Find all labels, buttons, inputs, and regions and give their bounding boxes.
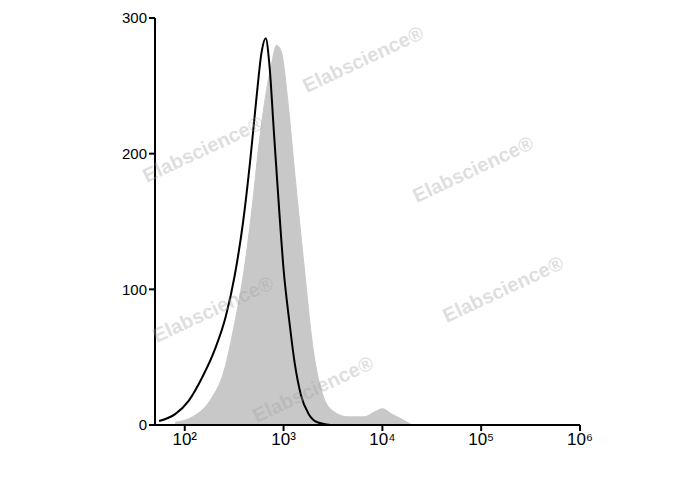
svg-text:10⁴: 10⁴ [369, 430, 395, 449]
svg-text:300: 300 [122, 9, 147, 26]
svg-text:10⁶: 10⁶ [567, 430, 593, 449]
svg-text:0: 0 [139, 416, 147, 433]
svg-text:10³: 10³ [271, 430, 296, 449]
svg-text:100: 100 [122, 281, 147, 298]
svg-text:10⁵: 10⁵ [468, 430, 494, 449]
svg-text:10²: 10² [172, 430, 197, 449]
svg-text:200: 200 [122, 145, 147, 162]
